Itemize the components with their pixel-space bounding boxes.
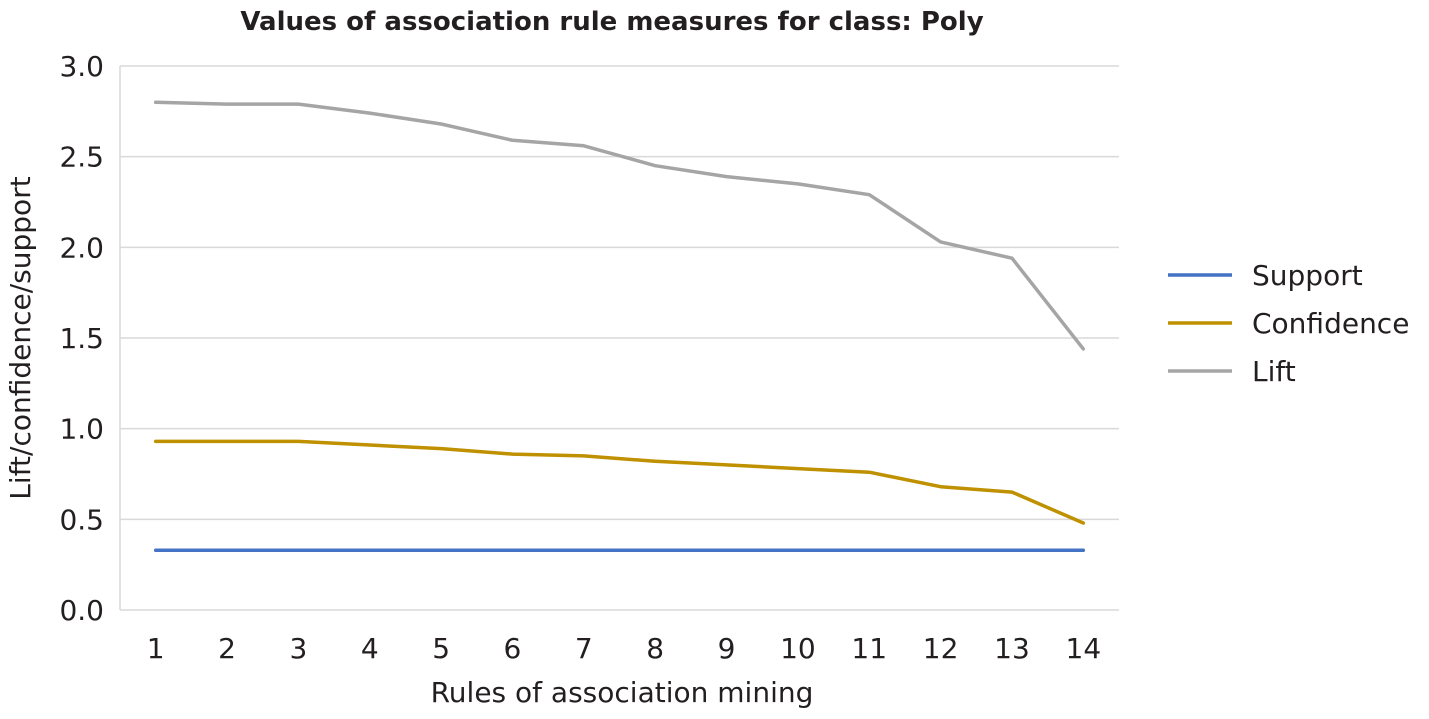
- y-tick-label: 1.0: [59, 413, 104, 446]
- x-tick-label: 14: [1066, 632, 1102, 665]
- y-tick-label: 0.5: [59, 503, 104, 536]
- legend: Support Confidence Lift: [1168, 259, 1409, 388]
- legend-label-lift: Lift: [1252, 355, 1296, 388]
- x-tick-label: 3: [289, 632, 307, 665]
- legend-label-confidence: Confidence: [1252, 307, 1409, 340]
- series-line-confidence: [153, 439, 1086, 525]
- y-tick-label: 1.5: [59, 322, 104, 355]
- series-line-lift: [153, 100, 1086, 351]
- x-tick-label: 5: [432, 632, 450, 665]
- x-tick-label: 4: [361, 632, 379, 665]
- x-tick-label: 2: [218, 632, 236, 665]
- y-tick-label: 3.0: [59, 50, 104, 83]
- chart-title: Values of association rule measures for …: [240, 7, 983, 37]
- x-tick-label: 12: [923, 632, 959, 665]
- y-tick-label: 2.5: [59, 141, 104, 174]
- series-lines: [153, 100, 1086, 552]
- x-tick-label: 6: [504, 632, 522, 665]
- y-tick-label: 2.0: [59, 231, 104, 264]
- grid-lines: [119, 65, 1119, 611]
- y-axis-label: Lift/confidence/support: [4, 176, 37, 499]
- legend-label-support: Support: [1252, 259, 1363, 292]
- x-tick-label: 1: [147, 632, 165, 665]
- x-tick-label: 10: [780, 632, 816, 665]
- x-tick-label: 7: [575, 632, 593, 665]
- x-tick-label: 8: [646, 632, 664, 665]
- x-axis-label: Rules of association mining: [431, 676, 814, 709]
- y-axis-ticks: 0.0 0.5 1.0 1.5 2.0 2.5 3.0: [59, 50, 104, 627]
- x-tick-label: 11: [851, 632, 887, 665]
- y-tick-label: 0.0: [59, 594, 104, 627]
- x-tick-label: 13: [994, 632, 1030, 665]
- x-axis-ticks: 1 2 3 4 5 6 7 8 9 10 11 12 13 14: [147, 632, 1101, 665]
- x-tick-label: 9: [718, 632, 736, 665]
